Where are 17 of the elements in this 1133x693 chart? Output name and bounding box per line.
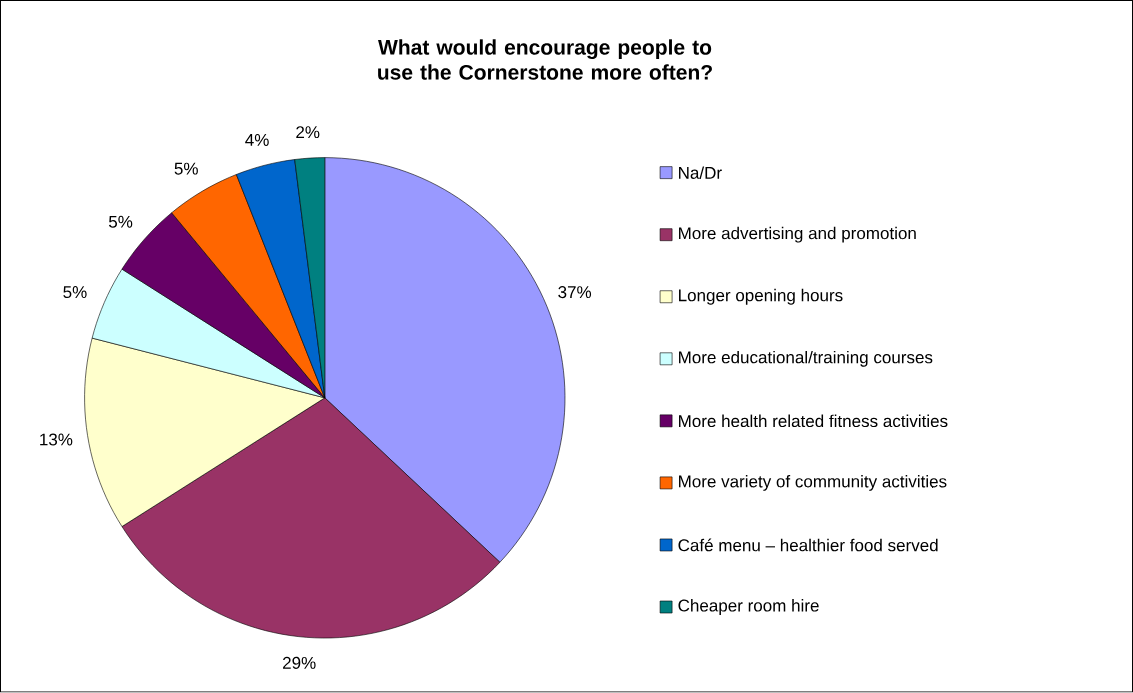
legend-label: More variety of community activities	[679, 475, 947, 492]
legend-label: Café menu – healthier food served	[678, 538, 938, 552]
chart-title: What would encourage people to use the Cornerstone more often?	[378, 39, 712, 80]
legend-label: More educational/training courses	[679, 351, 933, 367]
legend-label: Cheaper room hire	[678, 599, 819, 616]
legend-label: Longer opening hours	[679, 289, 843, 305]
legend-label: More advertising and promotion	[679, 226, 916, 243]
data-label: 29%	[283, 657, 316, 670]
data-label: 13%	[40, 433, 73, 446]
data-label: 2%	[296, 126, 320, 139]
data-label: 5%	[63, 286, 87, 299]
data-label: 5%	[108, 215, 133, 228]
legend-label: Na/Dr	[679, 166, 722, 180]
data-label: 4%	[245, 134, 269, 147]
data-label: 37%	[558, 286, 592, 299]
legend-label: More health related fitness activities	[679, 414, 948, 428]
data-label: 5%	[174, 162, 198, 175]
